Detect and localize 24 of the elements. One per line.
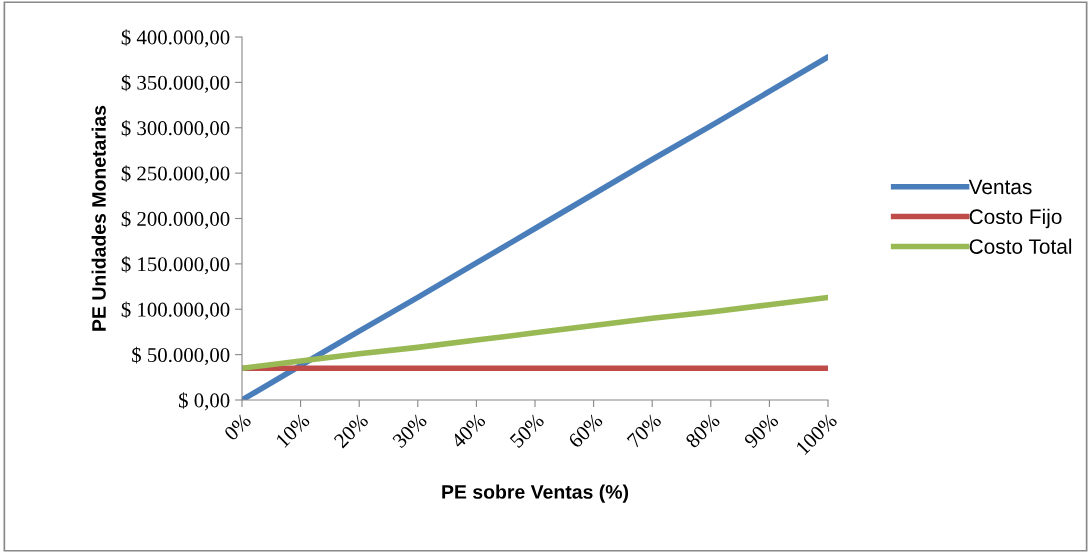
y-axis-title: PE Unidades Monetarias bbox=[91, 105, 106, 331]
x-tick-label: 50% bbox=[509, 412, 545, 449]
y-tick-label: $ 350.000,00 bbox=[121, 74, 230, 93]
y-tick-label: $ 200.000,00 bbox=[121, 210, 230, 229]
x-tick-label: 70% bbox=[626, 412, 663, 449]
x-tick-label: 30% bbox=[391, 412, 428, 449]
x-tick-label: 10% bbox=[275, 412, 311, 448]
y-tick-label: $ 150.000,00 bbox=[121, 256, 230, 275]
y-tick-label: $ 400.000,00 bbox=[121, 29, 230, 48]
x-tick-label: 20% bbox=[333, 412, 370, 449]
legend-label: Costo Total bbox=[969, 238, 1072, 254]
y-tick-label: $ 250.000,00 bbox=[121, 165, 230, 184]
y-tick-label: $ 50.000,00 bbox=[132, 346, 230, 366]
y-tick-label: $ 300.000,00 bbox=[121, 119, 230, 139]
y-tick-label: $ 0,00 bbox=[179, 392, 230, 411]
legend-label: Ventas bbox=[968, 179, 1032, 195]
x-tick-label: 90% bbox=[743, 412, 780, 449]
x-tick-label: 0% bbox=[223, 412, 252, 442]
x-tick-label: 80% bbox=[684, 412, 721, 449]
x-tick-label: 60% bbox=[567, 412, 604, 449]
y-tick-label: $ 100.000,00 bbox=[121, 301, 230, 320]
x-axis-title: PE sobre Ventas (%) bbox=[442, 484, 629, 503]
x-tick-label: 40% bbox=[450, 412, 487, 449]
legend-label: Costo Fijo bbox=[969, 208, 1062, 229]
